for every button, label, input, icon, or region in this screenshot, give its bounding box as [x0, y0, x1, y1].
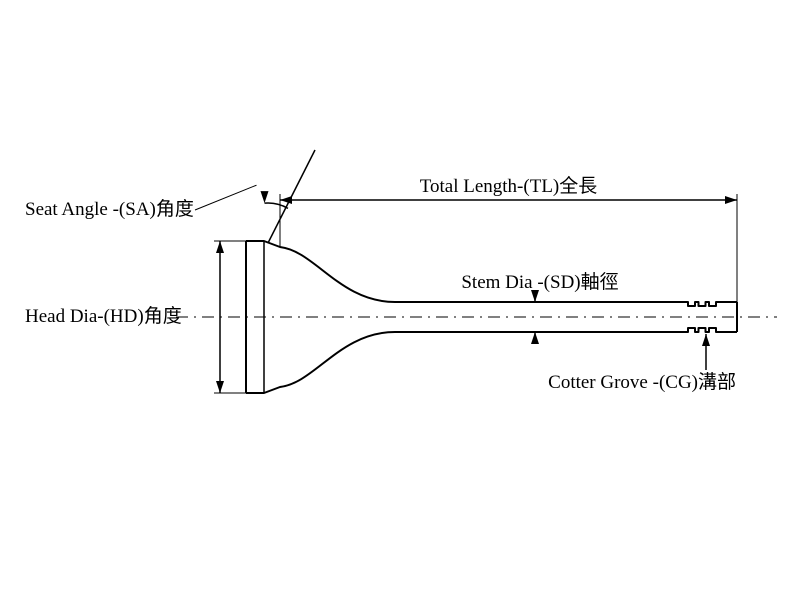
head-dia-label: Head Dia-(HD)角度 — [25, 305, 182, 327]
cotter-groove-label: Cotter Grove -(CG)溝部 — [548, 371, 736, 393]
seat-angle-label: Seat Angle -(SA)角度 — [25, 198, 194, 220]
dimension-labels: Seat Angle -(SA)角度 Head Dia-(HD)角度 Total L… — [25, 175, 736, 393]
total-length-label: Total Length-(TL)全長 — [420, 175, 598, 197]
stem-dia-label: Stem Dia -(SD)軸徑 — [461, 271, 618, 293]
engine-valve-diagram: Seat Angle -(SA)角度 Head Dia-(HD)角度 Total L… — [0, 0, 800, 600]
